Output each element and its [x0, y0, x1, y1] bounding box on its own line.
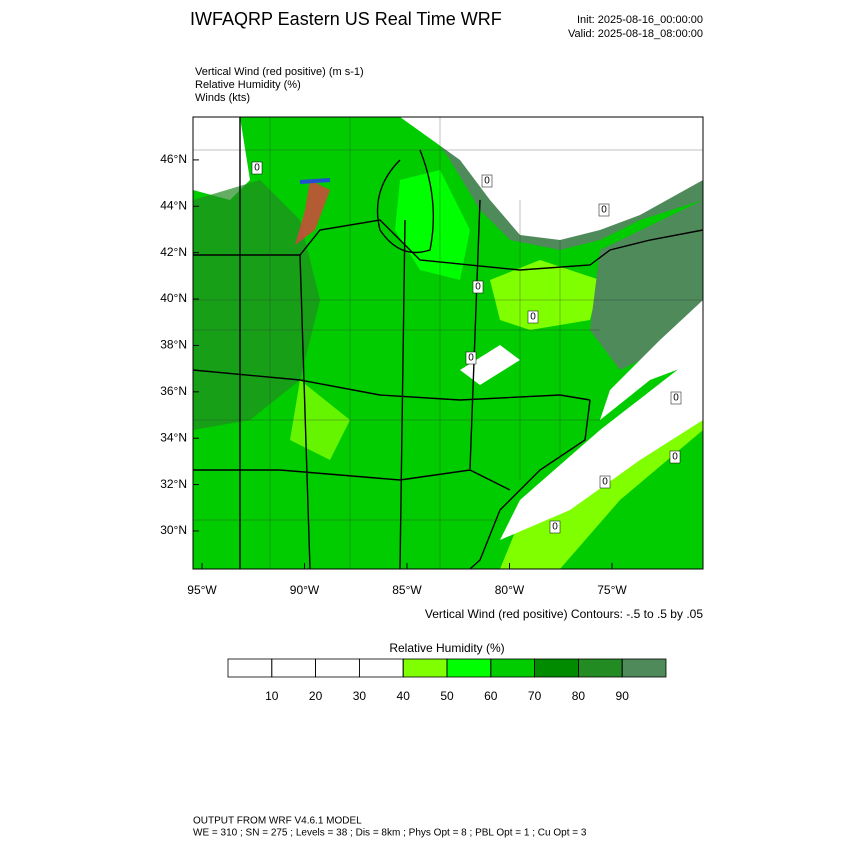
contour-info: Vertical Wind (red positive) Contours: -…: [425, 607, 703, 621]
footer: OUTPUT FROM WRF V4.6.1 MODEL: [193, 816, 362, 827]
valid-time: Valid: 2025-08-18_08:00:00: [568, 28, 703, 40]
contour-label: 0: [468, 353, 474, 364]
contour-label-box: [481, 174, 493, 188]
colorbar-box: [227, 658, 273, 678]
field-label: Winds (kts): [195, 92, 250, 104]
contour-label: 0: [601, 205, 607, 216]
contour-label: 0: [673, 393, 679, 404]
colorbar-box: [446, 658, 492, 678]
colorbar-tick-label: 80: [572, 689, 586, 703]
contour-label: 0: [530, 312, 536, 323]
colorbar-tick-label: 20: [309, 689, 323, 703]
contour-label-box: [465, 351, 477, 365]
lat-tick-label: 46°N: [160, 152, 187, 166]
lon-tick-label: 95°W: [187, 583, 217, 597]
lon-tick-label: 75°W: [597, 583, 627, 597]
contour-label-box: [670, 391, 682, 405]
contour-label: 0: [672, 452, 678, 463]
colorbar-box: [402, 658, 448, 678]
colorbar-tick-label: 90: [616, 689, 630, 703]
map-field: [193, 117, 703, 569]
contour-label-box: [251, 161, 263, 175]
contour-label-box: [669, 450, 681, 464]
colorbar-box: [578, 658, 623, 678]
footer: WE = 310 ; SN = 275 ; Levels = 38 ; Dis …: [193, 828, 587, 839]
contour-label-box: [527, 310, 539, 324]
colorbar-box: [490, 658, 535, 678]
contour-label: 0: [552, 522, 558, 533]
contour-label: 0: [602, 477, 608, 488]
colorbar-box: [621, 658, 667, 678]
contour-label-box: [472, 280, 484, 294]
contour-label-box: [549, 520, 561, 534]
contour-label-box: [598, 203, 610, 217]
init-time: Init: 2025-08-16_00:00:00: [577, 14, 703, 26]
lat-tick-label: 38°N: [160, 338, 187, 352]
lat-tick-label: 36°N: [160, 384, 187, 398]
title: IWFAQRP Eastern US Real Time WRF: [190, 9, 502, 29]
map-frame: [192, 116, 704, 570]
colorbar-title: Relative Humidity (%): [389, 641, 504, 655]
lat-tick-label: 30°N: [160, 523, 187, 537]
lon-tick-label: 90°W: [290, 583, 320, 597]
colorbar-box: [315, 658, 360, 678]
field-label: Vertical Wind (red positive) (m s-1): [195, 66, 364, 78]
contour-label: 0: [475, 282, 481, 293]
colorbar-box: [271, 658, 316, 678]
lat-tick-label: 40°N: [160, 291, 187, 305]
lon-tick-label: 85°W: [392, 583, 422, 597]
colorbar-tick-label: 60: [484, 689, 498, 703]
lat-tick-label: 42°N: [160, 245, 187, 259]
colorbar-tick-label: 30: [353, 689, 367, 703]
colorbar-box: [358, 658, 404, 678]
lon-tick-label: 80°W: [495, 583, 525, 597]
contour-label-box: [599, 475, 611, 489]
lat-tick-label: 32°N: [160, 477, 187, 491]
colorbar-tick-label: 40: [397, 689, 411, 703]
contour-label: 0: [484, 176, 490, 187]
lat-tick-label: 44°N: [160, 198, 187, 212]
colorbar-tick-label: 10: [265, 689, 279, 703]
colorbar-box: [534, 658, 579, 678]
lat-tick-label: 34°N: [160, 430, 187, 444]
field-label: Relative Humidity (%): [195, 79, 301, 91]
colorbar-tick-label: 70: [528, 689, 542, 703]
colorbar-tick-label: 50: [440, 689, 454, 703]
contour-label: 0: [254, 163, 260, 174]
